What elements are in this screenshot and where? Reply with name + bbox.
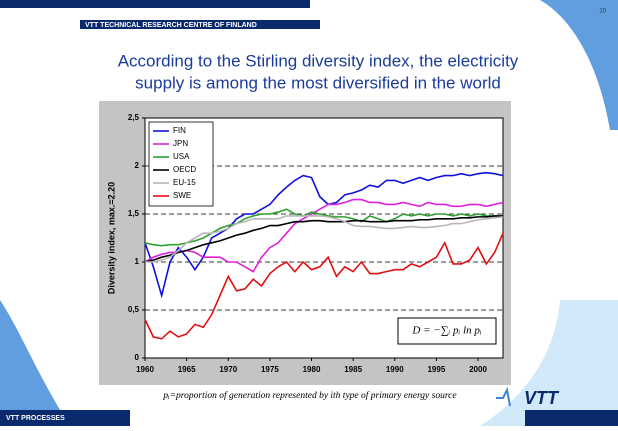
swoosh — [540, 0, 618, 130]
slide-number: 10 — [599, 9, 606, 15]
y-tick-label: 2,5 — [128, 113, 140, 122]
header-strip — [80, 20, 320, 29]
series-line — [144, 208, 504, 247]
footer-bar — [0, 410, 130, 426]
legend-label: OECD — [173, 165, 196, 174]
legend-box — [148, 121, 214, 207]
legend-label: USA — [173, 152, 190, 161]
logo: VTT — [524, 388, 560, 408]
title: According to the Stirling diversity inde… — [118, 51, 519, 70]
formula: D = −∑ᵢ pᵢ ln pᵢ — [411, 325, 481, 337]
x-tick-label: 1960 — [136, 365, 154, 374]
y-tick-label: 1 — [135, 257, 140, 266]
x-tick-label: 1985 — [344, 365, 362, 374]
x-tick-label: 1965 — [178, 365, 196, 374]
x-tick-label: 1990 — [386, 365, 404, 374]
y-tick-label: 0 — [135, 353, 140, 362]
series-line — [145, 215, 504, 263]
legend-label: SWE — [173, 191, 191, 200]
y-axis-label: Diversity index, max.=2.20 — [106, 182, 116, 294]
y-tick-label: 0,5 — [128, 305, 140, 314]
swoosh — [0, 300, 70, 426]
swoosh — [480, 300, 618, 426]
y-tick-label: 2 — [135, 161, 140, 170]
footer: VTT PROCESSES — [6, 415, 65, 422]
x-tick-label: 1970 — [219, 365, 237, 374]
x-tick-label: 1980 — [303, 365, 321, 374]
legend-label: FIN — [173, 126, 186, 135]
x-tick-label: 2000 — [469, 365, 487, 374]
formula-box — [397, 317, 497, 345]
title: supply is among the most diversified in … — [135, 73, 501, 92]
series-line — [144, 232, 504, 340]
series-line — [144, 215, 503, 263]
y-tick-label: 1,5 — [128, 209, 140, 218]
series-line — [144, 198, 504, 273]
footer-bar — [525, 410, 618, 426]
x-tick-label: 1995 — [427, 365, 445, 374]
legend-label: EU-15 — [173, 178, 196, 187]
footnote: pᵢ=proportion of generation represented … — [162, 390, 456, 401]
bg — [0, 0, 618, 60]
x-tick-label: 1975 — [261, 365, 279, 374]
series-line — [144, 171, 504, 299]
header-bar — [0, 0, 310, 8]
logo-mark — [496, 386, 511, 407]
legend-label: JPN — [173, 139, 188, 148]
header: VTT TECHNICAL RESEARCH CENTRE OF FINLAND — [85, 22, 257, 29]
